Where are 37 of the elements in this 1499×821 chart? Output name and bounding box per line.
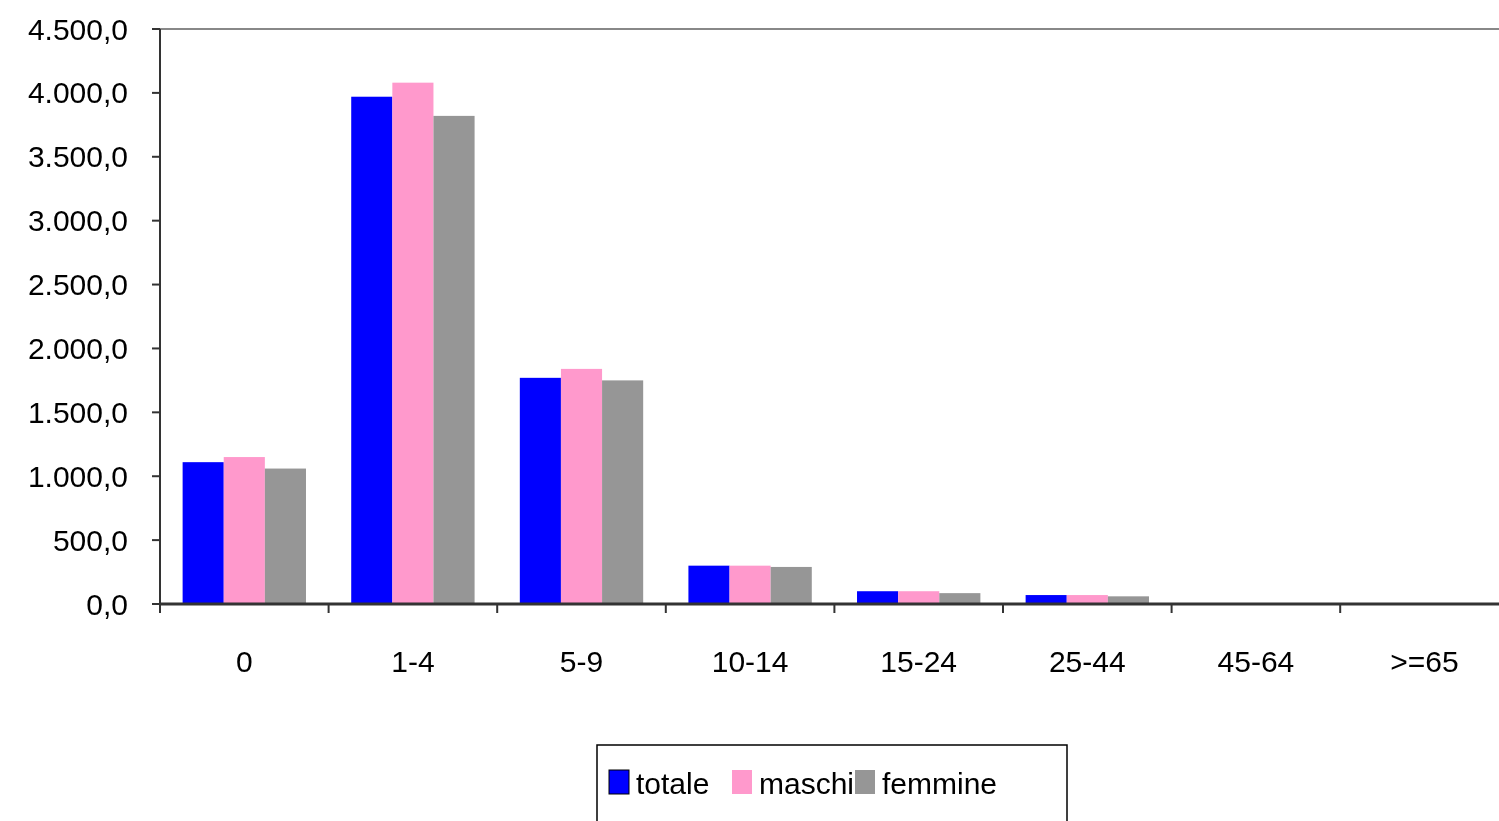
y-tick-label: 4.000,0 xyxy=(27,76,128,110)
bar xyxy=(392,82,434,604)
x-tick-label: 10-14 xyxy=(711,645,789,678)
x-tick-label: >=65 xyxy=(1390,645,1459,678)
bar xyxy=(857,591,899,604)
bar xyxy=(1107,596,1149,604)
y-tick-label: 2.500,0 xyxy=(27,268,128,302)
y-tick-label: 500,0 xyxy=(52,523,128,557)
x-tick-label: 45-64 xyxy=(1217,645,1295,678)
y-tick-label: 0,0 xyxy=(86,587,128,621)
x-tick-label: 15-24 xyxy=(880,645,958,678)
bar xyxy=(223,457,265,604)
bar xyxy=(351,96,393,604)
y-tick-label: 3.500,0 xyxy=(27,140,128,174)
y-tick-label: 2.000,0 xyxy=(27,331,128,365)
x-tick-label: 1-4 xyxy=(391,645,435,678)
bar xyxy=(939,593,981,604)
bar xyxy=(602,380,644,604)
bar xyxy=(264,468,306,604)
y-tick-label: 1.000,0 xyxy=(27,459,128,493)
bar xyxy=(519,377,561,604)
x-tick-label: 5-9 xyxy=(559,645,604,678)
bar xyxy=(770,566,812,604)
bar xyxy=(729,565,771,604)
legend-label: totale xyxy=(636,767,710,800)
x-tick-label: 0 xyxy=(235,645,253,678)
bar xyxy=(182,462,224,604)
y-tick-label: 4.500,0 xyxy=(27,12,128,46)
bar xyxy=(560,368,603,604)
legend-label: femmine xyxy=(882,767,998,800)
y-tick-label: 1.500,0 xyxy=(27,395,128,429)
y-tick-label: 3.000,0 xyxy=(27,204,128,238)
x-tick-label: 25-44 xyxy=(1048,645,1126,678)
legend-label: maschi xyxy=(759,767,855,800)
bar xyxy=(433,115,475,604)
bar xyxy=(688,565,730,604)
bar xyxy=(898,591,940,604)
